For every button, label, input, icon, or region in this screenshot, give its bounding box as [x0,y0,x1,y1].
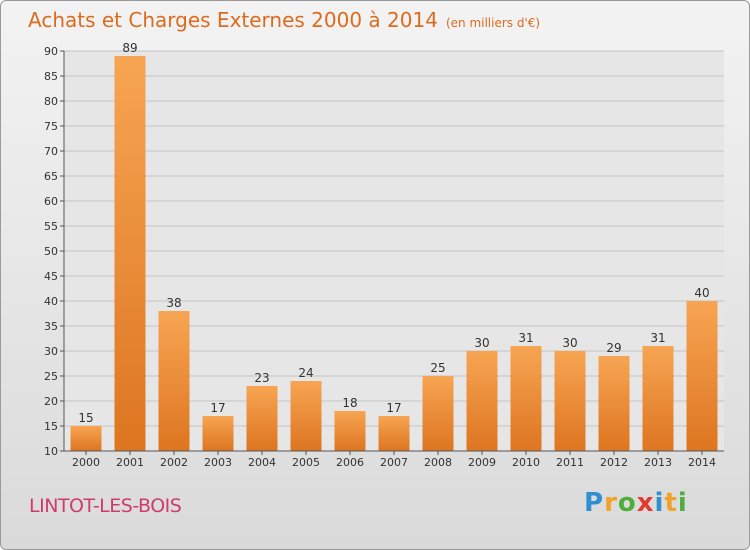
x-tick-label: 2010 [512,456,540,469]
brand-letter: i [654,488,665,518]
y-tick-label: 75 [44,120,58,133]
bar[interactable] [70,426,102,451]
bar[interactable] [158,311,190,451]
x-tick-label: 2005 [292,456,320,469]
x-tick-label: 2008 [424,456,452,469]
y-tick-label: 25 [44,370,58,383]
x-tick-label: 2012 [600,456,628,469]
y-tick-label: 20 [44,395,58,408]
brand-letter: P [584,488,605,518]
bar-value-label: 17 [210,401,225,415]
bar-value-label: 23 [254,371,269,385]
y-tick-label: 55 [44,220,58,233]
x-tick-label: 2014 [688,456,716,469]
x-tick-label: 2003 [204,456,232,469]
bar[interactable] [642,346,674,451]
x-tick-label: 2002 [160,456,188,469]
bar-value-label: 38 [166,296,181,310]
y-tick-label: 80 [44,95,58,108]
bar-value-label: 29 [606,341,621,355]
bar[interactable] [422,376,454,451]
bar-value-label: 15 [78,411,93,425]
bar-value-label: 31 [518,331,533,345]
bar-value-label: 40 [694,286,709,300]
bar[interactable] [290,381,322,451]
x-tick-label: 2004 [248,456,276,469]
chart-unit-text: (en milliers d'€) [445,16,541,30]
bar[interactable] [114,56,146,451]
bar[interactable] [598,356,630,451]
bar-value-label: 30 [474,336,489,350]
bar[interactable] [334,411,366,451]
x-tick-label: 2009 [468,456,496,469]
brand-letter: x [636,488,655,518]
bar[interactable] [554,351,586,451]
x-tick-label: 2011 [556,456,584,469]
y-tick-label: 10 [44,445,58,458]
bar-value-label: 89 [122,41,137,55]
x-tick-label: 2013 [644,456,672,469]
bar[interactable] [466,351,498,451]
y-tick-label: 70 [44,145,58,158]
y-tick-label: 40 [44,295,58,308]
y-tick-label: 15 [44,420,58,433]
y-tick-label: 50 [44,245,58,258]
bar-value-label: 24 [298,366,313,380]
x-tick-label: 2000 [72,456,100,469]
town-name: LINTOT-LES-BOIS [29,495,182,517]
brand-letter: i [677,488,688,518]
chart-title-text: Achats et Charges Externes 2000 à 2014 [28,8,438,32]
axis-layer: 10 15 20 25 30 35 40 45 50 55 60 65 70 75 80 85 90 2000 20… [44,45,724,469]
bar[interactable] [510,346,542,451]
brand-letter: o [617,488,637,518]
y-tick-label: 90 [44,45,58,58]
bar[interactable] [686,301,718,451]
x-tick-label: 2001 [116,456,144,469]
bar[interactable] [378,416,410,451]
y-tick-label: 45 [44,270,58,283]
brand-letter: r [604,488,618,518]
chart-title: Achats et Charges Externes 2000 à 2014 (e… [28,8,540,32]
brand-letter: t [664,488,678,518]
y-tick-label: 85 [44,70,58,83]
x-tick-label: 2007 [380,456,408,469]
bar-value-label: 18 [342,396,357,410]
x-tick-label: 2006 [336,456,364,469]
y-tick-label: 60 [44,195,58,208]
bar-value-label: 25 [430,361,445,375]
bar-value-label: 17 [386,401,401,415]
proxiti-logo[interactable]: Proxiti [584,488,688,518]
y-tick-label: 30 [44,345,58,358]
bar[interactable] [202,416,234,451]
bar-value-label: 30 [562,336,577,350]
y-tick-label: 35 [44,320,58,333]
bar-layer: 15 89 38 17 23 24 18 17 25 30 31 30 29 31 40 [70,41,718,451]
y-tick-label: 65 [44,170,58,183]
bar[interactable] [246,386,278,451]
bar-value-label: 31 [650,331,665,345]
